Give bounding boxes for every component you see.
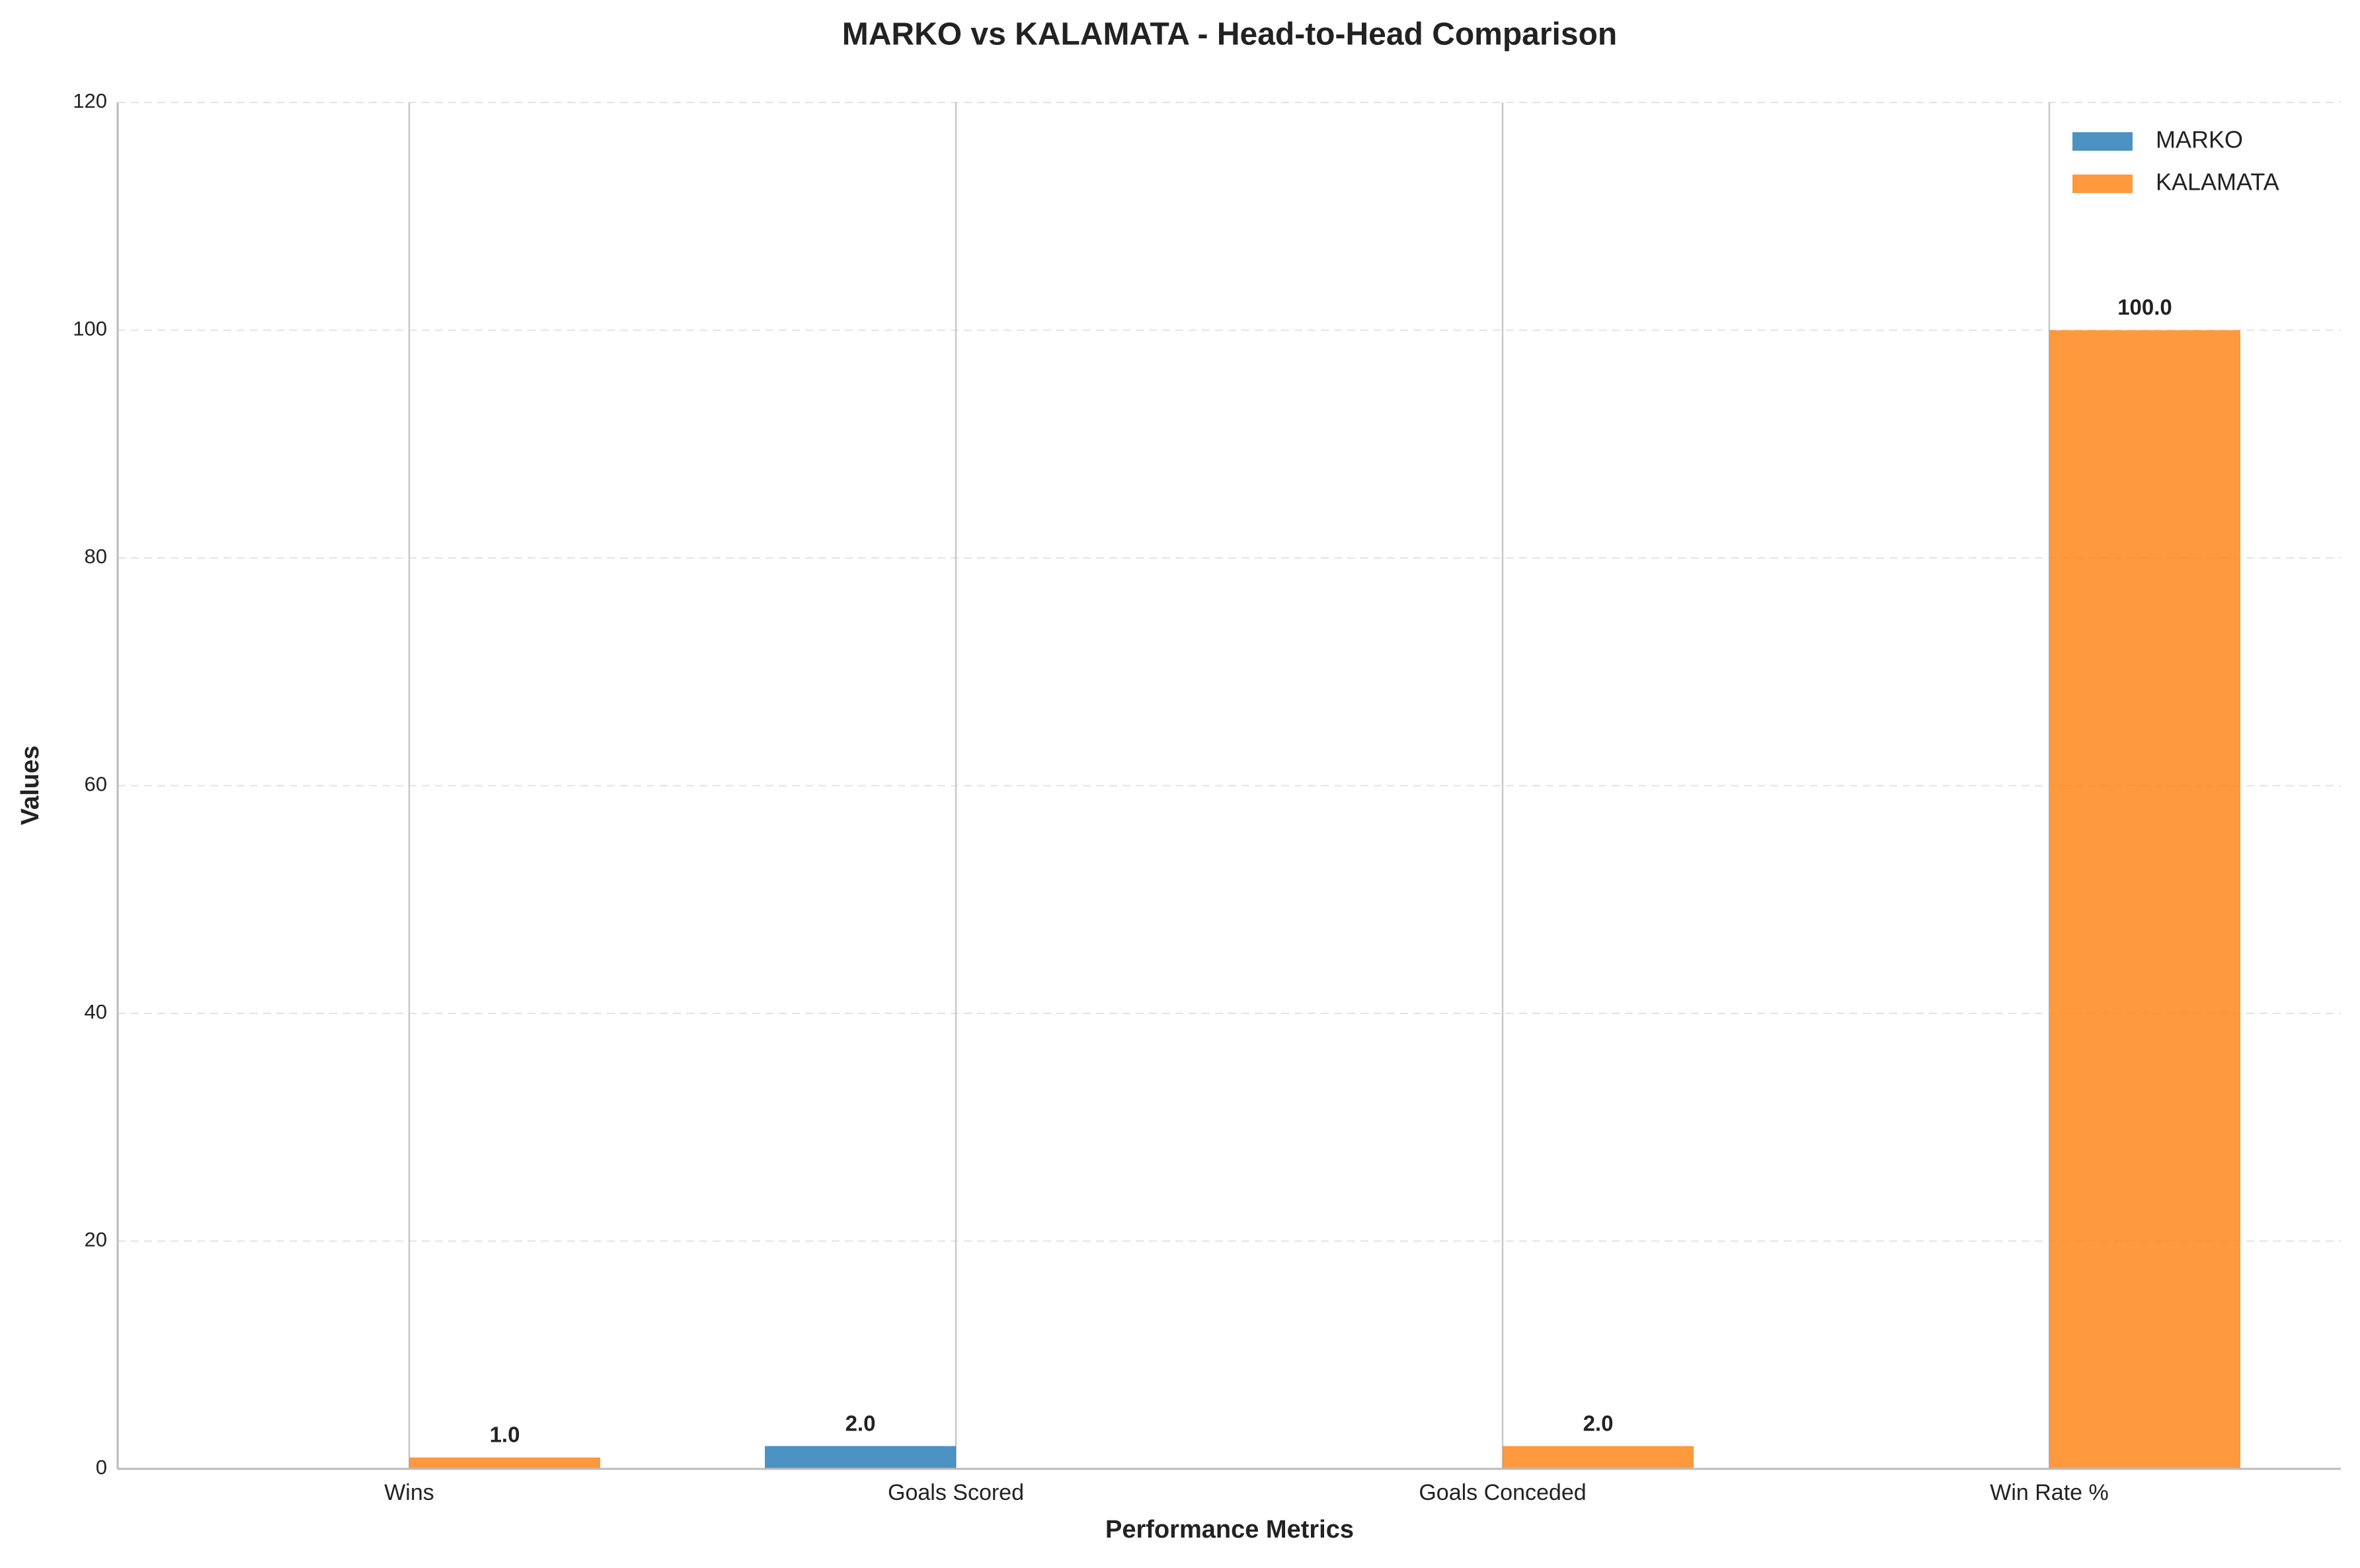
chart-title: MARKO vs KALAMATA - Head-to-Head Compari… bbox=[842, 17, 1617, 52]
x-axis-label: Performance Metrics bbox=[1105, 1516, 1354, 1544]
y-tick-label: 60 bbox=[85, 773, 107, 796]
legend-label: MARKO bbox=[2156, 126, 2243, 153]
legend-swatch bbox=[2072, 175, 2133, 193]
x-tick-label: Win Rate % bbox=[1990, 1480, 2109, 1505]
y-tick-label: 100 bbox=[73, 317, 107, 340]
y-tick-label: 120 bbox=[73, 89, 107, 112]
x-tick-label: Goals Scored bbox=[888, 1480, 1024, 1505]
y-axis-label: Values bbox=[17, 746, 44, 825]
x-tick-label: Goals Conceded bbox=[1419, 1480, 1586, 1505]
bar bbox=[409, 1457, 600, 1469]
legend-label: KALAMATA bbox=[2156, 169, 2279, 196]
x-tick-label: Wins bbox=[384, 1480, 434, 1505]
bar bbox=[765, 1446, 956, 1469]
y-tick-label: 0 bbox=[96, 1456, 107, 1479]
legend-swatch bbox=[2072, 132, 2133, 151]
y-tick-label: 80 bbox=[85, 545, 107, 568]
data-label: 2.0 bbox=[846, 1411, 876, 1435]
bar bbox=[2049, 330, 2240, 1469]
y-tick-label: 40 bbox=[85, 1000, 107, 1023]
data-label: 2.0 bbox=[1583, 1411, 1614, 1435]
bar bbox=[1503, 1446, 1694, 1469]
y-tick-label: 20 bbox=[85, 1228, 107, 1251]
data-label: 1.0 bbox=[490, 1422, 520, 1446]
data-label: 100.0 bbox=[2117, 295, 2172, 319]
